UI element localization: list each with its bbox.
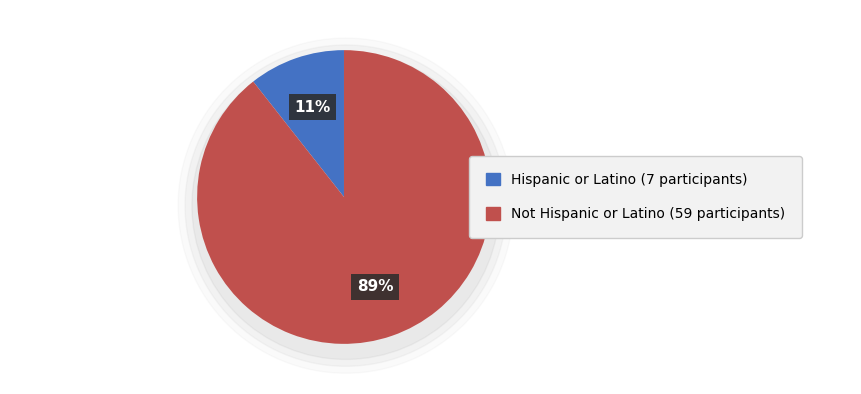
Wedge shape	[253, 50, 344, 197]
Circle shape	[185, 45, 506, 366]
Legend: Hispanic or Latino (7 participants), Not Hispanic or Latino (59 participants): Hispanic or Latino (7 participants), Not…	[469, 156, 802, 238]
Circle shape	[192, 52, 499, 359]
Text: 89%: 89%	[356, 279, 393, 294]
Text: 11%: 11%	[294, 100, 331, 115]
Wedge shape	[197, 50, 491, 344]
